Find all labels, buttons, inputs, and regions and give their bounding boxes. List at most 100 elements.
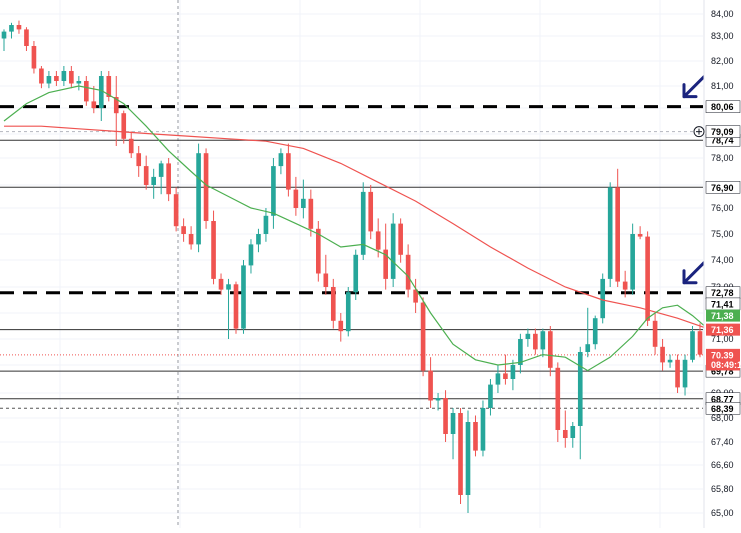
candle-body[interactable] <box>143 166 149 185</box>
candle-body[interactable] <box>338 320 344 332</box>
candle-body[interactable] <box>271 166 276 216</box>
candle-body[interactable] <box>84 81 89 102</box>
candle-body[interactable] <box>203 153 209 221</box>
candle-body[interactable] <box>173 194 179 227</box>
price-axis[interactable]: 84,0083,0082,0081,0080,0079,0078,0077,00… <box>693 0 741 528</box>
level-price-badge[interactable]: 80,06 <box>705 100 741 113</box>
candle-body[interactable] <box>188 234 194 245</box>
candle-body[interactable] <box>226 284 231 290</box>
candle-body[interactable] <box>435 398 441 401</box>
candle-body[interactable] <box>390 223 396 279</box>
candle-body[interactable] <box>241 265 246 329</box>
candle-body[interactable] <box>450 413 456 434</box>
candle-body[interactable] <box>652 320 658 347</box>
level-price-badge[interactable]: 68,77 <box>705 392 741 405</box>
level-price-badge[interactable]: 72,78 <box>705 286 741 299</box>
candle-body[interactable] <box>667 359 673 363</box>
candle-body[interactable] <box>420 302 426 371</box>
candle-body[interactable] <box>61 71 67 81</box>
candle-body[interactable] <box>31 46 37 69</box>
candle-body[interactable] <box>525 333 531 339</box>
candle-body[interactable] <box>503 373 508 379</box>
candle-body[interactable] <box>473 422 478 451</box>
candle-body[interactable] <box>136 153 142 167</box>
candle-body[interactable] <box>345 292 351 332</box>
candle-body[interactable] <box>570 426 576 438</box>
candle-body[interactable] <box>600 278 606 319</box>
candle-body[interactable] <box>368 191 374 232</box>
candle-body[interactable] <box>562 430 568 438</box>
candle-body[interactable] <box>211 221 216 279</box>
candle-body[interactable] <box>607 187 613 279</box>
candle-body[interactable] <box>585 344 591 352</box>
add-alert-icon[interactable] <box>693 126 705 138</box>
candles-layer[interactable] <box>1 20 703 513</box>
candle-body[interactable] <box>308 198 314 229</box>
candle-body[interactable] <box>383 249 388 279</box>
candle-body[interactable] <box>548 331 553 368</box>
candle-body[interactable] <box>248 244 254 266</box>
candle-body[interactable] <box>690 331 695 360</box>
candle-body[interactable] <box>488 384 493 408</box>
price-badge[interactable]: 70,39 <box>706 348 740 361</box>
candle-body[interactable] <box>301 198 306 208</box>
candle-body[interactable] <box>353 254 359 293</box>
candle-body[interactable] <box>98 76 104 108</box>
candle-body[interactable] <box>24 29 29 46</box>
candle-body[interactable] <box>9 25 14 32</box>
candle-body[interactable] <box>39 68 44 84</box>
candle-body[interactable] <box>637 234 643 237</box>
price-badge[interactable]: 71,41 <box>705 297 741 311</box>
candle-body[interactable] <box>360 191 366 255</box>
candle-body[interactable] <box>645 236 650 321</box>
candle-body[interactable] <box>69 71 74 84</box>
candle-body[interactable] <box>495 373 501 385</box>
candle-body[interactable] <box>443 398 448 434</box>
candle-body[interactable] <box>615 187 620 282</box>
candle-body[interactable] <box>405 254 411 290</box>
candle-body[interactable] <box>465 422 471 495</box>
candle-body[interactable] <box>660 346 665 363</box>
candle-body[interactable] <box>1 31 7 39</box>
candle-body[interactable] <box>630 234 635 290</box>
candle-body[interactable] <box>458 413 463 495</box>
price-badge[interactable]: 08:49:1 <box>706 358 741 371</box>
candle-body[interactable] <box>555 367 561 430</box>
candle-body[interactable] <box>91 101 97 108</box>
candle-body[interactable] <box>166 163 171 195</box>
candle-body[interactable] <box>218 278 224 290</box>
candle-body[interactable] <box>106 76 112 97</box>
candle-body[interactable] <box>540 331 546 350</box>
candle-body[interactable] <box>113 97 119 114</box>
candle-body[interactable] <box>256 234 261 245</box>
candle-body[interactable] <box>196 153 201 245</box>
candle-body[interactable] <box>518 339 523 365</box>
candle-body[interactable] <box>330 287 336 321</box>
candle-body[interactable] <box>293 189 299 208</box>
candle-body[interactable] <box>76 81 82 84</box>
candle-body[interactable] <box>413 289 418 303</box>
candle-body[interactable] <box>682 359 688 388</box>
candle-body[interactable] <box>622 281 628 290</box>
candle-body[interactable] <box>428 370 433 401</box>
price-badge[interactable]: 79,09 <box>705 125 741 138</box>
candle-body[interactable] <box>510 365 516 379</box>
candle-body[interactable] <box>263 215 269 234</box>
candle-body[interactable] <box>286 153 291 190</box>
candle-body[interactable] <box>54 76 59 81</box>
candle-body[interactable] <box>697 331 703 355</box>
candle-body[interactable] <box>323 273 329 288</box>
candle-body[interactable] <box>480 408 486 451</box>
candle-body[interactable] <box>316 228 321 274</box>
candle-body[interactable] <box>278 153 284 167</box>
candle-body[interactable] <box>375 231 381 250</box>
candle-body[interactable] <box>577 352 583 426</box>
level-price-badge[interactable]: 71,36 <box>706 323 740 336</box>
candle-body[interactable] <box>233 284 239 329</box>
candle-body[interactable] <box>158 163 164 177</box>
candle-body[interactable] <box>181 226 186 234</box>
candle-body[interactable] <box>592 318 598 345</box>
candle-body[interactable] <box>46 76 52 84</box>
level-price-badge[interactable]: 76,90 <box>705 181 741 194</box>
